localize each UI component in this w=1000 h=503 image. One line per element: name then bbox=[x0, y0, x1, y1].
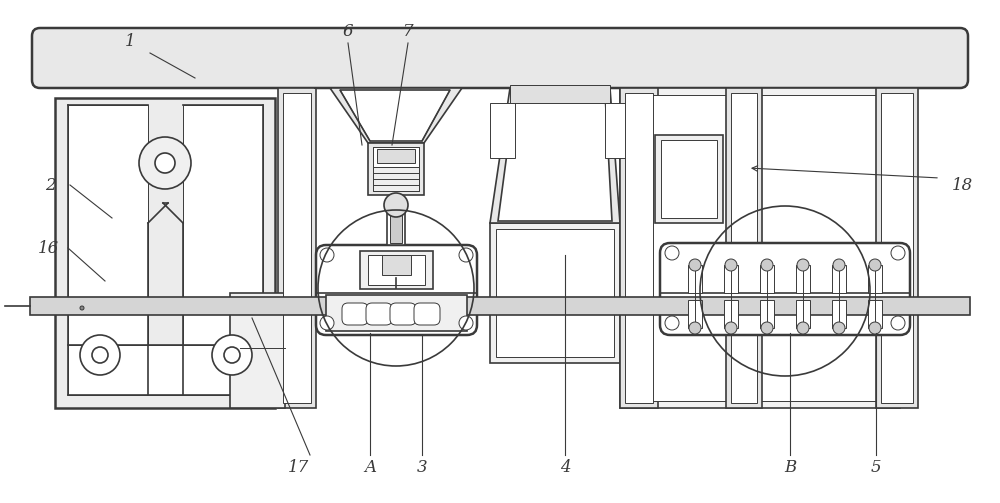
Circle shape bbox=[320, 316, 334, 330]
Circle shape bbox=[76, 302, 88, 314]
Circle shape bbox=[92, 347, 108, 363]
Text: 2: 2 bbox=[45, 177, 55, 194]
Bar bbox=[688, 300, 702, 328]
Bar bbox=[490, 223, 620, 363]
Text: 3: 3 bbox=[417, 459, 427, 475]
Circle shape bbox=[665, 246, 679, 260]
Text: 4: 4 bbox=[560, 459, 570, 475]
Circle shape bbox=[869, 322, 881, 334]
Bar bbox=[30, 297, 970, 315]
Bar bbox=[490, 103, 515, 158]
Polygon shape bbox=[490, 88, 620, 223]
Circle shape bbox=[891, 246, 905, 260]
Bar bbox=[496, 229, 614, 357]
Bar bbox=[796, 265, 810, 293]
Bar bbox=[387, 210, 405, 245]
Bar bbox=[510, 85, 610, 103]
FancyBboxPatch shape bbox=[660, 243, 910, 335]
Bar bbox=[724, 300, 738, 328]
Circle shape bbox=[665, 316, 679, 330]
Bar bbox=[881, 93, 913, 403]
Bar bbox=[278, 88, 316, 408]
Bar bbox=[368, 255, 425, 285]
Bar bbox=[68, 105, 148, 395]
Circle shape bbox=[725, 259, 737, 271]
Circle shape bbox=[725, 322, 737, 334]
Bar bbox=[832, 265, 846, 293]
Bar bbox=[868, 300, 882, 328]
Circle shape bbox=[320, 248, 334, 262]
Polygon shape bbox=[498, 93, 612, 221]
Polygon shape bbox=[340, 90, 450, 141]
Text: 18: 18 bbox=[951, 177, 973, 194]
Circle shape bbox=[155, 153, 175, 173]
Circle shape bbox=[869, 259, 881, 271]
Circle shape bbox=[459, 316, 473, 330]
FancyBboxPatch shape bbox=[32, 28, 968, 88]
FancyBboxPatch shape bbox=[316, 245, 477, 335]
Text: 1: 1 bbox=[125, 33, 135, 49]
Text: 16: 16 bbox=[37, 239, 59, 257]
Circle shape bbox=[139, 137, 191, 189]
Bar bbox=[760, 300, 774, 328]
Circle shape bbox=[80, 306, 84, 310]
Bar bbox=[183, 105, 263, 395]
Bar bbox=[628, 95, 892, 401]
Bar bbox=[360, 251, 433, 289]
Circle shape bbox=[689, 322, 701, 334]
Text: 7: 7 bbox=[403, 23, 413, 40]
Text: 5: 5 bbox=[871, 459, 881, 475]
Bar bbox=[724, 265, 738, 293]
Text: 6: 6 bbox=[343, 23, 353, 40]
FancyBboxPatch shape bbox=[414, 303, 440, 325]
Circle shape bbox=[80, 335, 120, 375]
Bar bbox=[868, 265, 882, 293]
Circle shape bbox=[384, 193, 408, 217]
Text: 17: 17 bbox=[287, 459, 309, 475]
Circle shape bbox=[891, 316, 905, 330]
Bar bbox=[382, 255, 411, 275]
Bar bbox=[688, 265, 702, 293]
Bar bbox=[368, 143, 424, 195]
Circle shape bbox=[761, 259, 773, 271]
Bar bbox=[726, 88, 762, 408]
Bar bbox=[390, 211, 402, 243]
Circle shape bbox=[212, 335, 252, 375]
Bar bbox=[230, 293, 285, 408]
Bar bbox=[283, 93, 311, 403]
Text: A: A bbox=[364, 459, 376, 475]
Text: B: B bbox=[784, 459, 796, 475]
Circle shape bbox=[224, 347, 240, 363]
Polygon shape bbox=[314, 88, 462, 143]
FancyBboxPatch shape bbox=[342, 303, 368, 325]
Bar bbox=[373, 147, 419, 191]
Circle shape bbox=[833, 259, 845, 271]
Bar bbox=[760, 265, 774, 293]
Bar bbox=[377, 149, 415, 163]
Circle shape bbox=[797, 259, 809, 271]
Bar bbox=[625, 93, 653, 403]
FancyBboxPatch shape bbox=[366, 303, 392, 325]
Bar bbox=[373, 147, 419, 167]
Bar bbox=[68, 345, 263, 395]
Bar bbox=[605, 103, 627, 158]
Circle shape bbox=[761, 322, 773, 334]
Bar bbox=[326, 295, 467, 331]
Bar bbox=[876, 88, 918, 408]
Bar bbox=[731, 93, 757, 403]
Bar bbox=[373, 167, 419, 191]
Circle shape bbox=[797, 322, 809, 334]
Bar bbox=[55, 98, 275, 408]
Bar bbox=[796, 300, 810, 328]
Bar bbox=[655, 135, 723, 223]
Bar bbox=[620, 88, 658, 408]
Bar bbox=[661, 140, 717, 218]
Circle shape bbox=[459, 248, 473, 262]
FancyBboxPatch shape bbox=[390, 303, 416, 325]
Circle shape bbox=[689, 259, 701, 271]
Bar bbox=[620, 88, 900, 408]
Circle shape bbox=[833, 322, 845, 334]
Bar bbox=[832, 300, 846, 328]
